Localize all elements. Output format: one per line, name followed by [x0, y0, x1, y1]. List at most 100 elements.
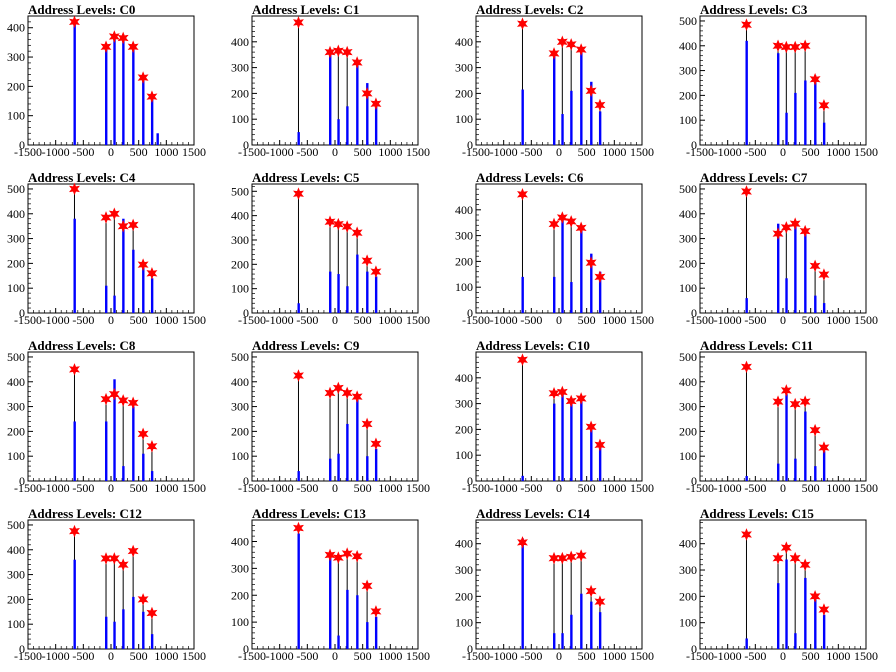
histogram-bar: [521, 89, 524, 145]
peak-star-marker: [332, 44, 344, 58]
chart-title: Address Levels: C8: [28, 338, 136, 353]
x-tick-label: -500: [296, 313, 318, 327]
y-tick-label: 0: [243, 642, 249, 656]
peak-star-marker: [332, 551, 344, 564]
histogram-bar: [113, 36, 116, 145]
histogram-bar: [570, 614, 573, 649]
x-tick-label: -500: [520, 649, 542, 663]
peak-star-marker: [341, 547, 353, 560]
plot-frame: [475, 351, 643, 482]
histogram-bar: [374, 106, 378, 145]
x-tick-label: 500: [354, 481, 372, 495]
histogram-bar: [745, 298, 748, 313]
peak-star-marker: [548, 47, 560, 60]
peak-star-marker: [108, 207, 120, 221]
x-tick-label: -1500: [462, 481, 490, 495]
histogram-bar: [590, 81, 593, 145]
histogram-bar: [366, 83, 369, 145]
peak-star-marker: [324, 386, 336, 400]
y-tick-label: 100: [679, 281, 697, 295]
histogram-bar: [822, 303, 826, 313]
y-tick-label: 200: [231, 424, 249, 438]
y-tick-label: 500: [7, 182, 25, 196]
peak-star-marker: [594, 438, 606, 452]
histogram-bar: [122, 609, 125, 649]
histogram-bar: [105, 421, 108, 481]
plot-frame: [699, 183, 867, 314]
chart-title: Address Levels: C11: [700, 338, 813, 353]
y-tick-label: 500: [679, 182, 697, 196]
x-tick-label: -500: [72, 313, 94, 327]
y-tick-label: 400: [7, 375, 25, 389]
histogram-bar: [150, 634, 154, 649]
peak-star-marker: [293, 16, 304, 29]
histogram-bar: [745, 638, 748, 649]
histogram-bar: [132, 249, 135, 313]
x-tick-label: 0: [108, 649, 114, 663]
peak-star-marker: [351, 549, 363, 563]
histogram-bar: [561, 633, 564, 649]
x-tick-label: 1000: [602, 649, 626, 663]
histogram-bar: [374, 276, 378, 313]
x-tick-label: 1500: [630, 649, 654, 663]
x-tick-label: 1000: [826, 481, 850, 495]
histogram-bar: [580, 398, 583, 481]
x-tick-label: 1500: [182, 313, 206, 327]
y-tick-label: 200: [679, 256, 697, 270]
histogram-bar: [150, 471, 154, 481]
peak-star-marker: [146, 439, 158, 453]
x-tick-label: -1000: [266, 313, 294, 327]
y-tick-label: 300: [7, 400, 25, 414]
chart-svg: Address Levels: C13 0 100 200 300 400 -1500 -10…: [231, 506, 430, 663]
plot-frame: [699, 15, 867, 146]
plot-frame: [251, 351, 419, 482]
peak-star-marker: [517, 188, 528, 201]
peak-star-marker: [772, 395, 784, 408]
plot-frame: [475, 519, 643, 650]
peak-star-marker: [117, 558, 129, 571]
x-tick-label: 1500: [406, 313, 430, 327]
x-tick-label: 500: [130, 649, 148, 663]
y-tick-label: 200: [455, 86, 473, 100]
x-tick-label: 1000: [826, 649, 850, 663]
peak-star-marker: [108, 30, 120, 43]
x-tick-label: 0: [332, 481, 338, 495]
peak-star-marker: [818, 603, 830, 616]
plot-frame: [699, 519, 867, 650]
peak-star-marker: [69, 524, 80, 538]
chart-svg: Address Levels: C70100200300400500-1500-…: [679, 170, 878, 327]
x-tick-label: 500: [578, 145, 596, 159]
histogram-bar: [297, 132, 300, 145]
peak-star-marker: [548, 551, 560, 565]
histogram-bar: [521, 475, 524, 481]
histogram-bar: [329, 458, 332, 481]
peak-star-marker: [585, 420, 597, 434]
peak-star-marker: [556, 385, 568, 399]
histogram-bar: [580, 50, 583, 145]
histogram-bar: [804, 80, 807, 145]
peak-star-marker: [799, 39, 811, 53]
x-tick-label: -1500: [14, 481, 42, 495]
peak-star-marker: [772, 39, 784, 53]
y-tick-label: 100: [455, 112, 473, 126]
plot-frame: [699, 351, 867, 482]
x-tick-label: -1500: [462, 649, 490, 663]
x-tick-label: 0: [108, 313, 114, 327]
plot-frame: [475, 15, 643, 146]
histogram-bar: [521, 276, 524, 313]
x-tick-label: -500: [296, 649, 318, 663]
peak-star-marker: [370, 605, 382, 618]
x-tick-label: -1500: [238, 481, 266, 495]
x-tick-label: 1000: [378, 481, 402, 495]
peak-star-marker: [361, 417, 373, 431]
peak-star-marker: [789, 217, 801, 230]
histogram-bar: [822, 614, 826, 649]
y-tick-label: 200: [7, 79, 25, 93]
peak-star-marker: [361, 579, 373, 593]
x-tick-label: 1000: [602, 481, 626, 495]
chart-svg: Address Levels: C90100200300400500-1500-…: [231, 338, 430, 495]
chart-svg: Address Levels: C50100200300400500-1500-…: [231, 170, 430, 327]
peak-star-marker: [108, 552, 120, 565]
peak-star-marker: [809, 590, 821, 603]
peak-star-marker: [594, 270, 606, 284]
